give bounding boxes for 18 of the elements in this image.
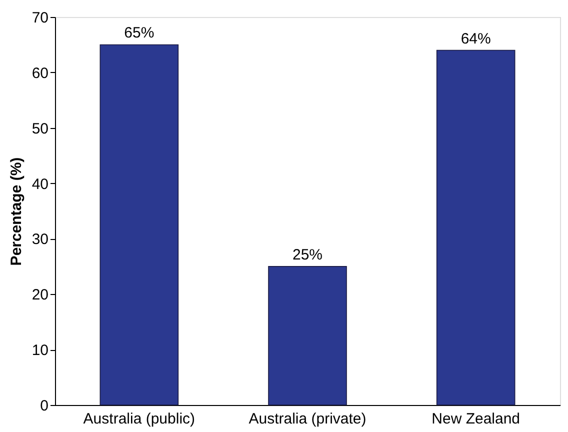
x-tick-label: Australia (private): [248, 410, 366, 428]
y-tick-label: 10: [32, 342, 48, 360]
bar: [268, 266, 347, 406]
y-axis-title: Percentage (%): [8, 157, 25, 266]
y-tick-label: 0: [40, 398, 48, 414]
y-tick-label: 30: [32, 231, 48, 248]
y-tick-label: 20: [32, 286, 48, 304]
data-label: 65%: [124, 24, 154, 42]
bar: [436, 50, 516, 406]
y-tick-label: 70: [32, 10, 48, 26]
data-label: 64%: [460, 30, 491, 48]
x-tick-label: Australia (public): [83, 410, 196, 428]
bar: [100, 44, 179, 406]
x-tick-label: New Zealand: [432, 410, 520, 428]
y-tick-label: 40: [32, 176, 48, 193]
y-tick-label: 60: [32, 64, 48, 82]
y-tick-label: 50: [32, 120, 48, 138]
data-label: 25%: [292, 246, 323, 264]
